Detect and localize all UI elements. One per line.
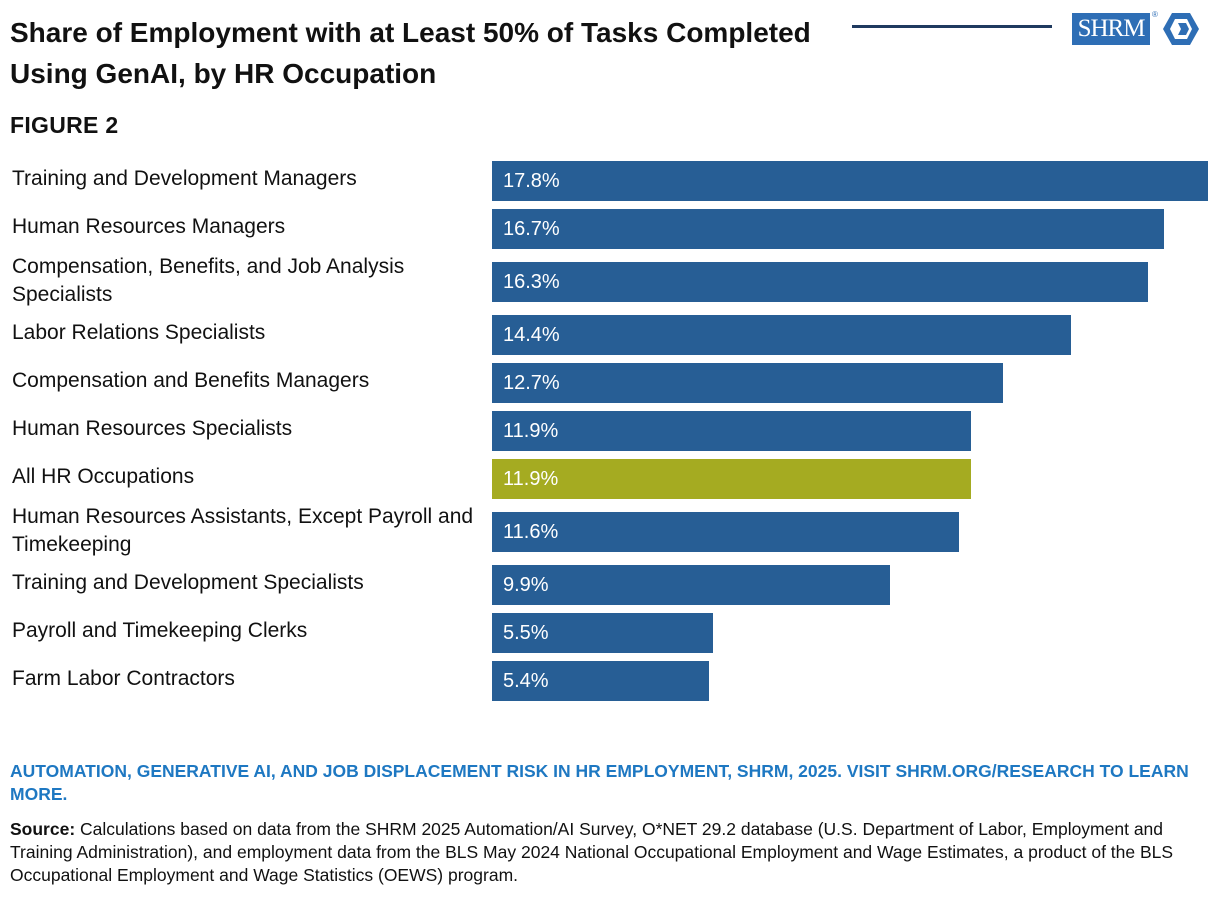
bar-row: Compensation, Benefits, and Job Analysis… bbox=[0, 255, 1220, 315]
bar-value-label: 11.9% bbox=[503, 468, 559, 490]
source-label: Source: bbox=[10, 819, 76, 839]
bar: 11.9% bbox=[492, 459, 971, 499]
category-label: Farm Labor Contractors bbox=[12, 667, 235, 690]
bar: 17.8% bbox=[492, 161, 1208, 201]
bar: 16.7% bbox=[492, 209, 1164, 249]
bar-value-label: 5.5% bbox=[503, 622, 549, 644]
bar-row: Human Resources Managers 16.7% bbox=[0, 209, 1220, 257]
bar-value-label: 17.8% bbox=[503, 170, 560, 192]
bar-row: Training and Development Managers 17.8% bbox=[0, 161, 1220, 209]
bar-row: Farm Labor Contractors 5.4% bbox=[0, 661, 1220, 709]
bar-row: Training and Development Specialists 9.9% bbox=[0, 565, 1220, 613]
shrm-logo-text: SHRM bbox=[1072, 13, 1150, 45]
bar-row: All HR Occupations 11.9% bbox=[0, 459, 1220, 507]
bar: 5.5% bbox=[492, 613, 714, 653]
bar-row: Human Resources Assistants, Except Payro… bbox=[0, 505, 1220, 565]
bar-value-label: 16.7% bbox=[503, 218, 560, 240]
shrm-hexagon-icon bbox=[1163, 13, 1199, 45]
header-rule bbox=[852, 25, 1052, 28]
bar: 16.3% bbox=[492, 262, 1148, 302]
footer-source: Source: Calculations based on data from … bbox=[10, 818, 1210, 887]
registered-mark: ® bbox=[1152, 10, 1158, 19]
bar: 5.4% bbox=[492, 661, 710, 701]
bar: 11.9% bbox=[492, 411, 971, 451]
category-label: Training and Development Specialists bbox=[12, 571, 364, 594]
bar-row: Compensation and Benefits Managers 12.7% bbox=[0, 363, 1220, 411]
category-label: Human Resources Specialists bbox=[12, 417, 293, 440]
bar-value-label: 12.7% bbox=[503, 372, 560, 394]
bar-row: Labor Relations Specialists 14.4% bbox=[0, 315, 1220, 363]
figure-label: FIGURE 2 bbox=[10, 112, 119, 138]
category-label: Labor Relations Specialists bbox=[12, 321, 266, 344]
bar-value-label: 14.4% bbox=[503, 324, 560, 346]
category-label: Human Resources Assistants, Except Payro… bbox=[12, 505, 474, 556]
category-label: Payroll and Timekeeping Clerks bbox=[12, 619, 308, 642]
footer-cta: AUTOMATION, GENERATIVE AI, AND JOB DISPL… bbox=[10, 761, 1189, 804]
bar-row: Payroll and Timekeeping Clerks 5.5% bbox=[0, 613, 1220, 661]
bar: 14.4% bbox=[492, 315, 1072, 355]
bar: 11.6% bbox=[492, 512, 959, 552]
category-label: Compensation and Benefits Managers bbox=[12, 369, 370, 392]
bar-value-label: 11.9% bbox=[503, 420, 559, 442]
bar-value-label: 9.9% bbox=[503, 574, 549, 596]
source-text: Calculations based on data from the SHRM… bbox=[10, 819, 1174, 885]
category-label: Training and Development Managers bbox=[12, 167, 357, 190]
bar-row: Human Resources Specialists 11.9% bbox=[0, 411, 1220, 459]
bar: 12.7% bbox=[492, 363, 1003, 403]
chart-title: Share of Employment with at Least 50% of… bbox=[10, 17, 811, 89]
category-label: Compensation, Benefits, and Job Analysis… bbox=[12, 255, 405, 306]
category-label: All HR Occupations bbox=[12, 465, 195, 488]
category-label: Human Resources Managers bbox=[12, 215, 286, 238]
shrm-logo: SHRM bbox=[1072, 12, 1200, 46]
bar: 9.9% bbox=[492, 565, 891, 605]
bar-value-label: 16.3% bbox=[503, 271, 560, 293]
bar-value-label: 11.6% bbox=[503, 521, 559, 543]
bar-value-label: 5.4% bbox=[503, 670, 549, 692]
